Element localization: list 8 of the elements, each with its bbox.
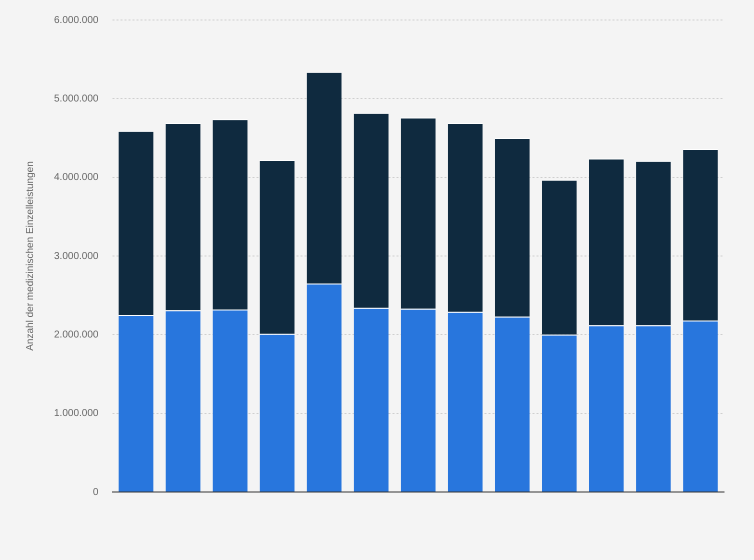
y-tick-label: 5.000.000 [54,93,99,104]
y-tick-label: 6.000.000 [54,14,99,26]
y-tick-label: 1.000.000 [54,408,99,420]
y-tick-label: 0 [92,486,99,498]
y-axis-title: Anzahl der medizinischen Einzelleistungen [24,161,36,351]
y-tick-label: 2.000.000 [54,329,99,340]
y-tick-label: 4.000.000 [54,172,99,184]
y-tick-label: 3.000.000 [54,250,99,262]
